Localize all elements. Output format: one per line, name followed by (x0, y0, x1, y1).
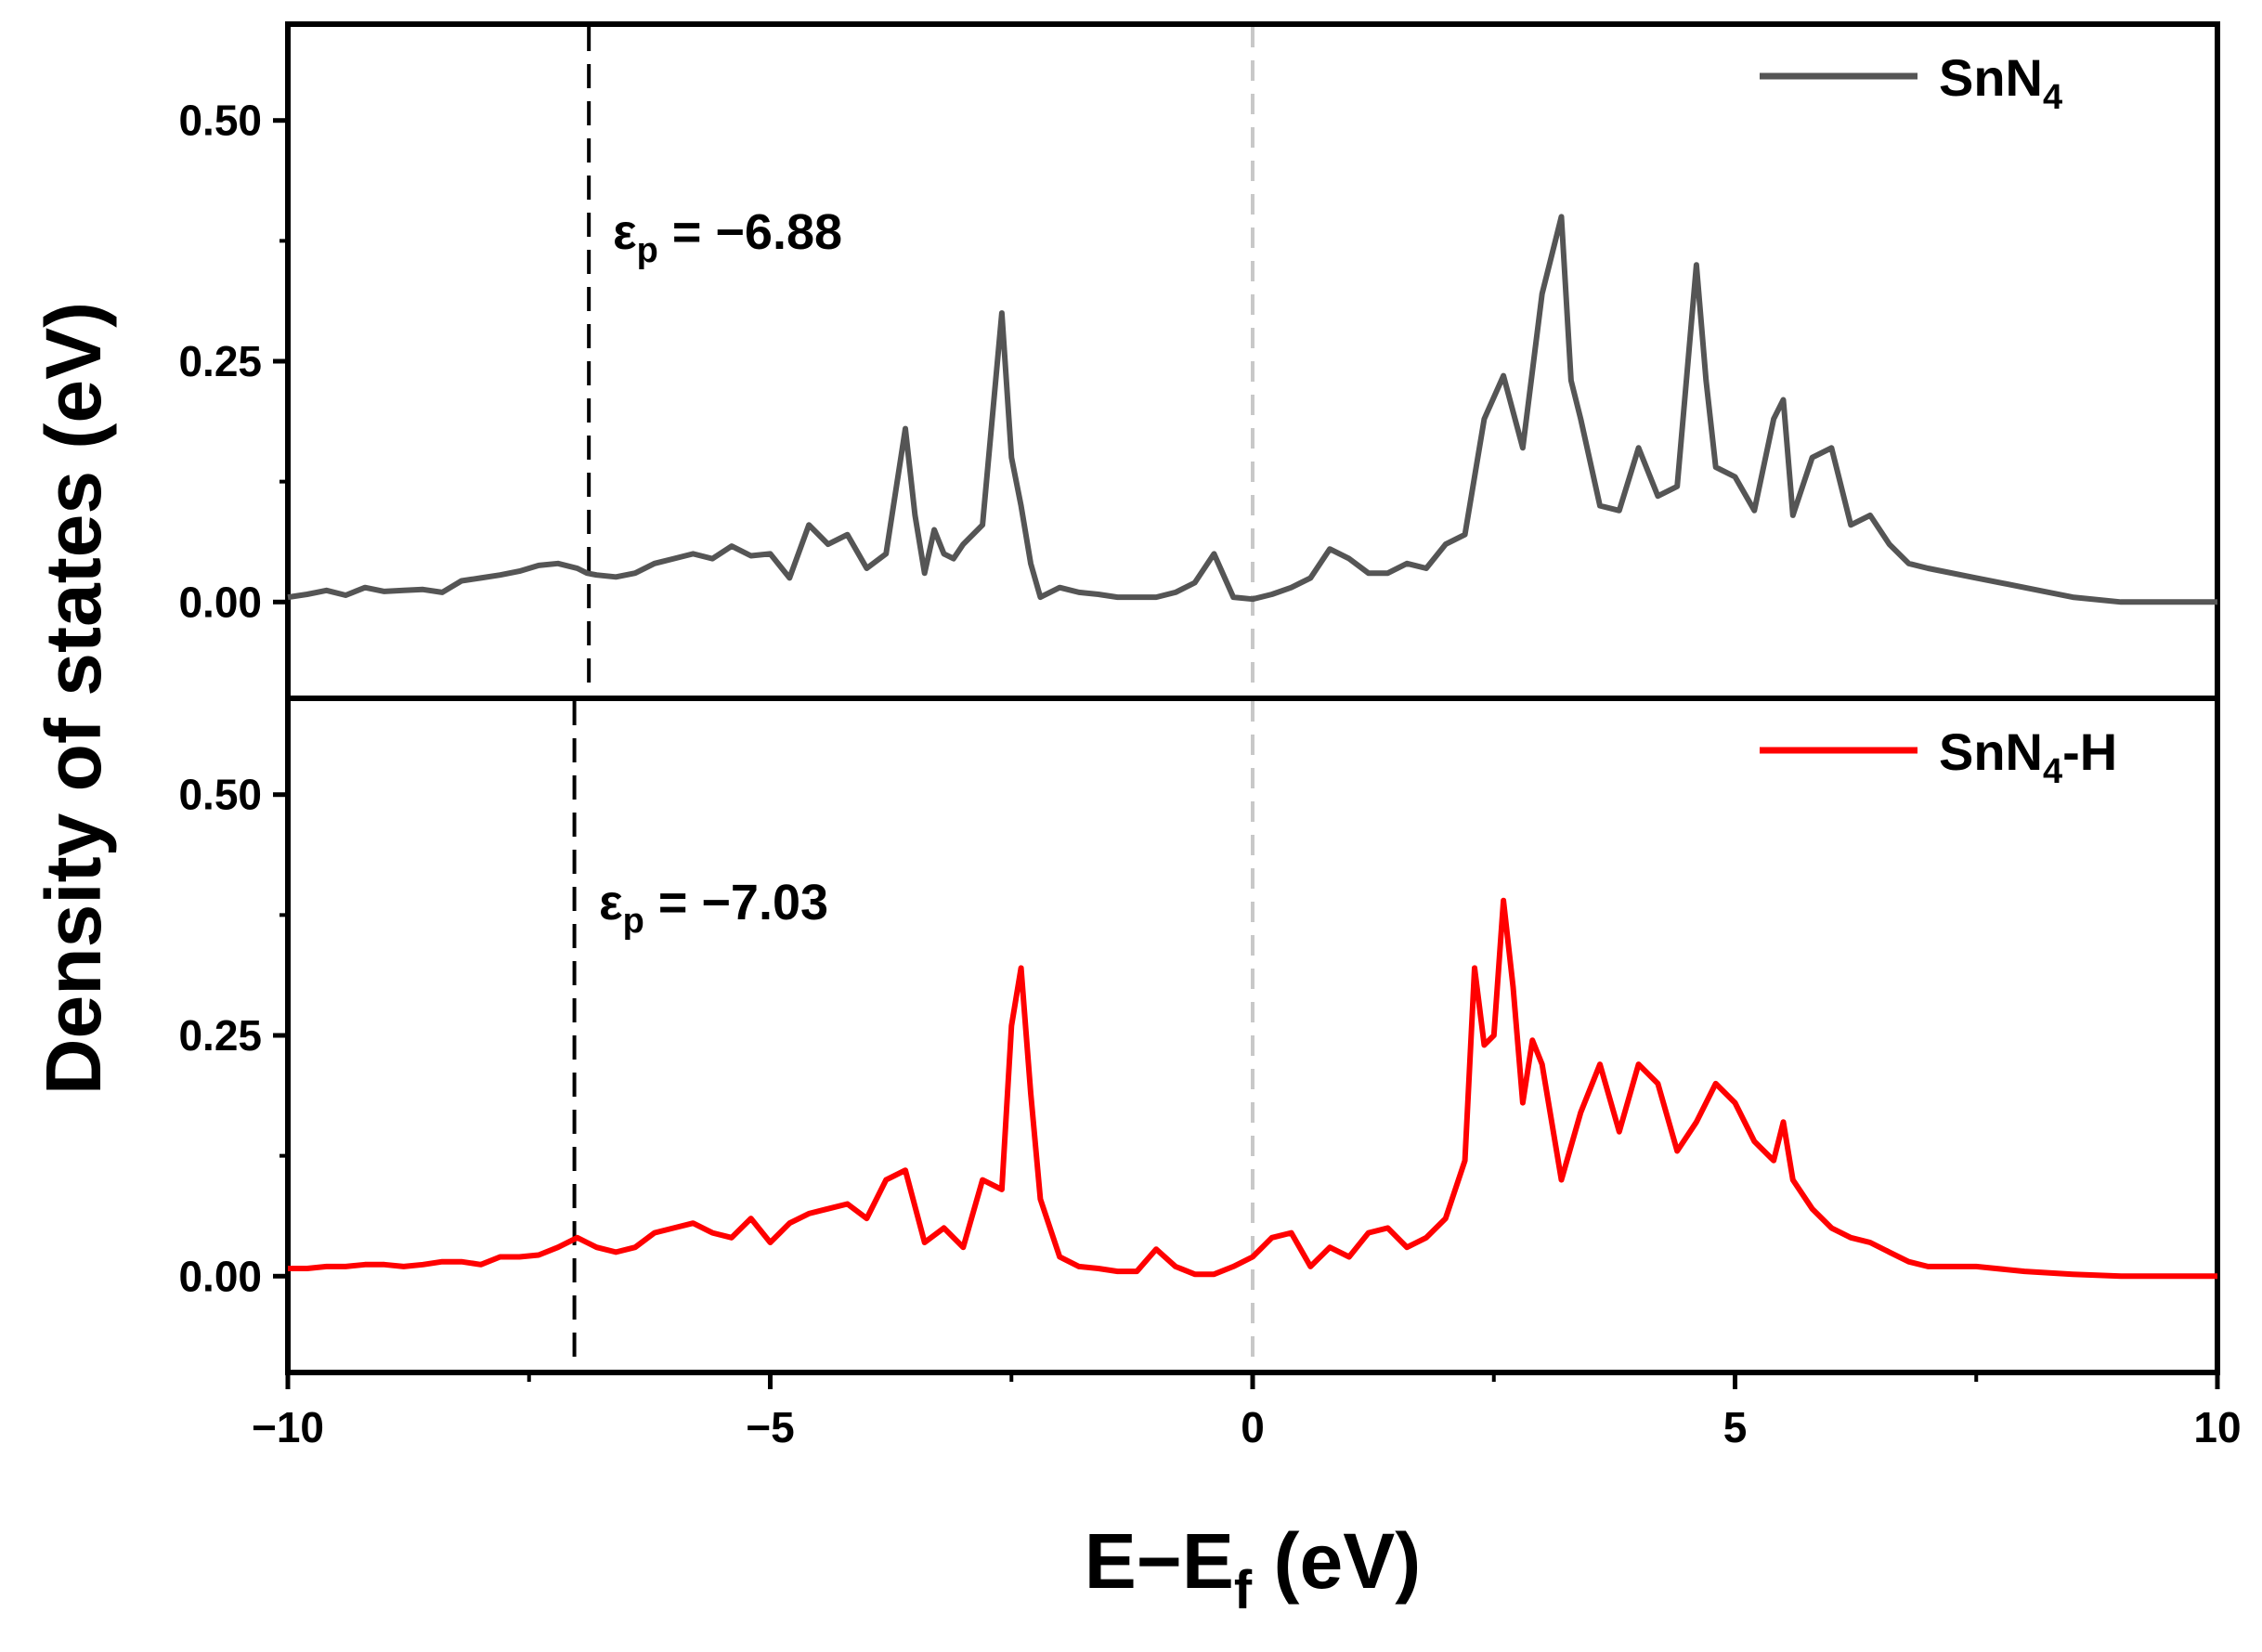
top-epsilon-annotation: εp = −6.88 (613, 204, 842, 270)
top-panel: SnN4 εp = −6.88 (285, 21, 2220, 701)
top-y-tick-label: 0.00 (178, 578, 262, 626)
x-tick-label: 5 (1723, 1403, 1748, 1451)
top-legend: SnN4 (1760, 48, 2062, 117)
x-tick-label: 10 (2193, 1403, 2241, 1451)
x-tick-label: 0 (1241, 1403, 1265, 1451)
x-tick-label: −10 (252, 1403, 324, 1451)
bottom-y-tick-label: 0.50 (178, 771, 262, 819)
top-dos-series-line (287, 214, 2217, 605)
bottom-legend: SnN4-H (1760, 722, 2117, 791)
bottom-y-tick-label: 0.25 (178, 1011, 262, 1060)
bottom-legend-label: SnN4-H (1939, 722, 2117, 791)
top-legend-label: SnN4 (1939, 48, 2062, 117)
bottom-dos-series-line (288, 897, 2217, 1280)
bottom-plot-area (288, 701, 2217, 1370)
top-y-tick-label: 0.50 (178, 97, 262, 145)
x-tick-label: −5 (746, 1403, 794, 1451)
bottom-y-tick-label: 0.00 (178, 1252, 262, 1300)
bottom-epsilon-annotation: εp = −7.03 (599, 875, 828, 941)
y-axis-title: Density of states (eV) (30, 302, 117, 1095)
y-axis-ticks: 0.00 0.25 0.50 0.00 0.25 0.50 (178, 97, 288, 1300)
top-y-tick-label: 0.25 (178, 337, 262, 385)
bottom-panel: SnN4-H εp = −7.03 (285, 696, 2220, 1375)
x-axis-title: E−Ef (eV) (1085, 1517, 1421, 1620)
x-axis-ticks: −10 −5 0 5 10 (252, 1372, 2242, 1451)
top-plot-area (287, 27, 2217, 696)
